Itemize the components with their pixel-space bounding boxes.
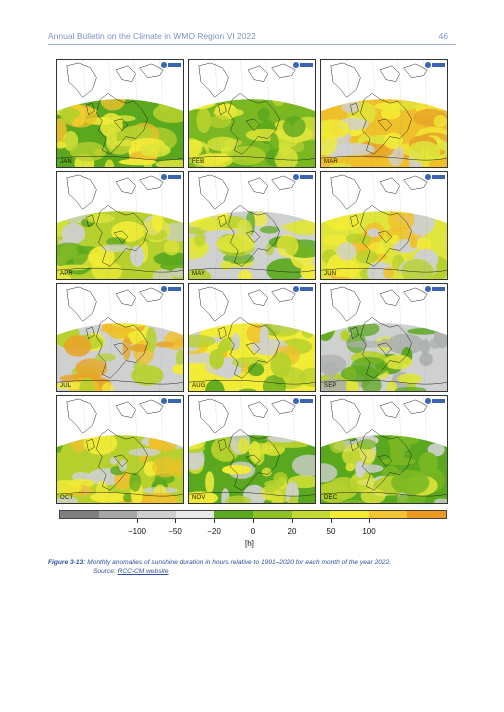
sunshine-anomaly-map: [321, 284, 447, 391]
sunshine-anomaly-map: [57, 284, 183, 391]
colorbar-tick: [292, 519, 293, 523]
month-label: SEP: [324, 383, 337, 389]
month-label: JAN: [60, 159, 72, 165]
month-label: AUG: [192, 383, 206, 389]
page-header: Annual Bulletin on the Climate in WMO Re…: [48, 30, 456, 45]
map-panel-dec: DEC: [320, 395, 448, 504]
rcc-logo: [425, 62, 445, 68]
map-panel-jan: JAN: [56, 59, 184, 168]
month-label: JUL: [60, 383, 72, 389]
colorbar-tick: [214, 519, 215, 523]
colorbar-segment: [291, 511, 331, 518]
rcc-logo: [293, 398, 313, 404]
colorbar-tick-label: 50: [326, 527, 336, 536]
rcc-logo: [161, 62, 181, 68]
colorbar-segment: [407, 511, 446, 518]
month-label: MAY: [192, 271, 206, 277]
colorbar-ticks: [59, 519, 447, 523]
sunshine-anomaly-map: [189, 60, 315, 167]
month-label: NOV: [192, 495, 206, 501]
sunshine-anomaly-map: [57, 396, 183, 503]
colorbar-tick-labels: −100 −50 −20 0 20 50 100: [59, 527, 447, 539]
colorbar-tick-label: −100: [127, 527, 147, 536]
sunshine-anomaly-map: [57, 172, 183, 279]
colorbar-segment: [98, 511, 138, 518]
colorbar-tick: [137, 519, 138, 523]
map-panel-may: MAY: [188, 171, 316, 280]
figure-caption: Figure 3-13: Monthly anomalies of sunshi…: [48, 558, 458, 576]
colorbar-segment: [137, 511, 176, 518]
page-number: 46: [438, 31, 448, 41]
figure-label: Figure 3-13:: [48, 559, 86, 566]
colorbar-tick-label: 100: [362, 527, 376, 536]
colorbar-tick-label: −50: [168, 527, 182, 536]
sunshine-anomaly-map: [321, 60, 447, 167]
rcc-logo: [293, 62, 313, 68]
map-panel-oct: OCT: [56, 395, 184, 504]
rcc-logo: [161, 398, 181, 404]
colorbar-tick-label: 0: [250, 527, 256, 536]
sunshine-anomaly-map: [189, 172, 315, 279]
rcc-logo: [161, 174, 181, 180]
source-prefix: Source:: [93, 568, 118, 575]
month-label: JUN: [324, 271, 337, 277]
rcc-logo: [293, 174, 313, 180]
map-panel-sep: SEP: [320, 283, 448, 392]
colorbar-tick-label: −20: [207, 527, 221, 536]
month-label: FEB: [192, 159, 205, 165]
sunshine-anomaly-map: [321, 396, 447, 503]
rcc-logo: [161, 286, 181, 292]
rcc-logo: [293, 286, 313, 292]
colorbar-segment: [368, 511, 408, 518]
bulletin-title: Annual Bulletin on the Climate in WMO Re…: [48, 31, 256, 41]
colorbar-unit: [h]: [245, 539, 254, 548]
colorbar-tick: [331, 519, 332, 523]
month-label: APR: [60, 271, 73, 277]
colorbar-tick-label: 20: [287, 527, 297, 536]
colorbar-segment: [330, 511, 369, 518]
map-panel-apr: APR: [56, 171, 184, 280]
month-label: DEC: [324, 495, 338, 501]
colorbar-segment: [252, 511, 292, 518]
colorbar-tick: [253, 519, 254, 523]
month-label: OCT: [60, 495, 74, 501]
map-panel-mar: MAR: [320, 59, 448, 168]
month-label: MAR: [324, 159, 338, 165]
map-panel-jun: JUN: [320, 171, 448, 280]
rcc-logo: [425, 398, 445, 404]
colorbar-segment: [214, 511, 253, 518]
sunshine-anomaly-map: [189, 284, 315, 391]
figure-caption-text: Monthly anomalies of sunshine duration i…: [87, 559, 392, 566]
colorbar: [59, 510, 447, 519]
map-panel-feb: FEB: [188, 59, 316, 168]
map-panel-aug: AUG: [188, 283, 316, 392]
map-panel-jul: JUL: [56, 283, 184, 392]
sunshine-anomaly-map: [321, 172, 447, 279]
colorbar-segment: [60, 511, 99, 518]
rcc-logo: [425, 286, 445, 292]
header-rule: [48, 44, 456, 45]
monthly-maps-grid: JAN FEB MAR APR MAY JUN JUL AUG SEP OCT NOV DEC: [56, 59, 449, 505]
sunshine-anomaly-map: [57, 60, 183, 167]
source-link[interactable]: RCC-CM website: [117, 568, 169, 575]
colorbar-tick: [175, 519, 176, 523]
map-panel-nov: NOV: [188, 395, 316, 504]
colorbar-segment: [175, 511, 215, 518]
colorbar-tick: [369, 519, 370, 523]
sunshine-anomaly-map: [189, 396, 315, 503]
rcc-logo: [425, 174, 445, 180]
